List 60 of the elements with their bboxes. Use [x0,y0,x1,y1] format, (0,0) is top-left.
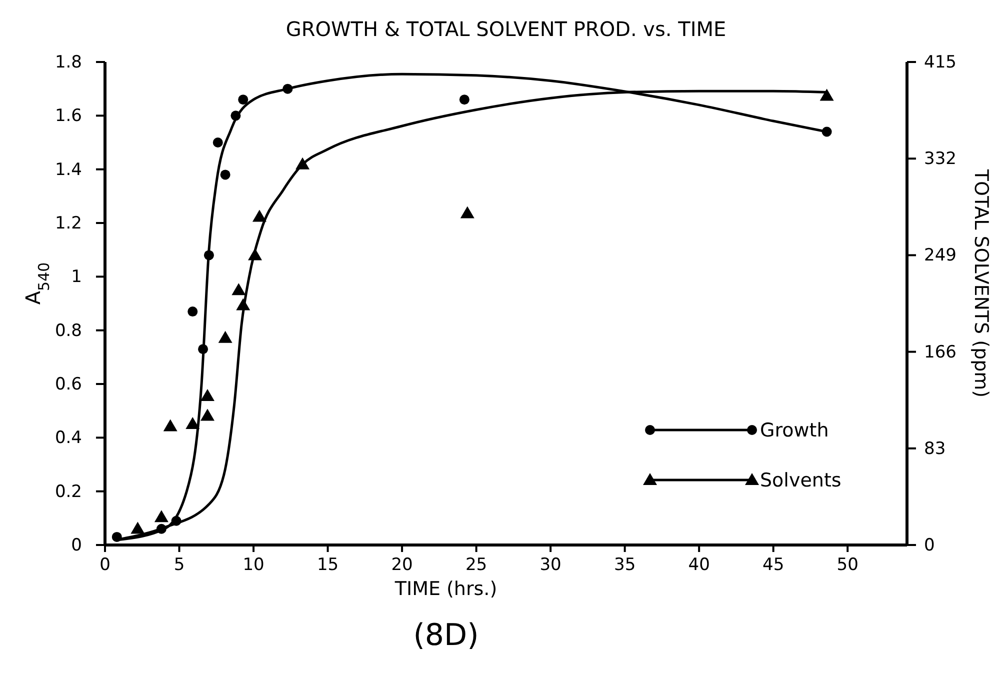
y2-axis-title: TOTAL SOLVENTS (ppm) [970,168,992,398]
point [460,206,474,218]
point [204,250,214,260]
y2-tick-label: 83 [924,438,946,459]
point [212,138,223,148]
point [200,408,214,421]
point [236,298,250,310]
y2-tick-label: 415 [924,52,956,72]
x-tick-label: 5 [174,555,185,576]
point [820,88,834,101]
x-tick-label: 25 [465,555,488,576]
point [248,248,262,260]
y2-tick-label: 166 [924,342,956,362]
point [198,344,208,354]
point [171,516,182,526]
y-tick-label: 0.2 [54,482,82,502]
point [186,416,200,429]
x-tick-label: 10 [242,555,264,576]
y-tick-label: 0.4 [54,428,82,448]
y-tick-label: 1.8 [54,52,82,72]
y2-tick-label: 249 [924,246,956,266]
point [232,283,246,296]
x-tick-label: 30 [540,555,562,576]
y-tick-label: 1 [71,267,82,288]
text: (8D) [413,618,479,653]
point [822,126,832,137]
y-tick-label: 1.6 [54,106,82,126]
legend-label: Solvents [760,470,842,492]
point [459,94,470,105]
legend-label: Growth [760,420,829,442]
point [156,524,166,534]
point [154,510,168,522]
point [252,210,266,222]
point [200,389,214,402]
y-tick-label: 0.6 [54,374,82,394]
point [188,306,198,317]
y2-tick-label: 0 [924,535,935,556]
x-tick-label: 50 [836,555,858,576]
y-tick-label: 1.2 [54,213,82,234]
point [163,419,178,432]
x-tick-label: 45 [762,555,784,576]
x-tick-label: 0 [100,555,110,576]
chart-title: GROWTH & TOTAL SOLVENT PROD. vs. TIME [286,17,726,41]
point [220,170,230,180]
point [238,94,248,105]
point [112,532,122,542]
x-tick-label: 35 [614,555,636,576]
x-tick-label: 40 [688,555,710,576]
point [218,330,232,343]
y-tick-label: 1.4 [54,160,82,180]
y-tick-label: 0.8 [54,320,82,341]
x-tick-label: 15 [316,555,339,576]
x-axis-title: TIME (hrs.) [394,578,498,600]
point [282,84,293,94]
point [230,110,241,121]
point [130,522,145,534]
y-tick-label: 0 [71,535,82,556]
y2-tick-label: 332 [924,149,956,170]
point [296,157,310,170]
x-tick-label: 20 [391,555,413,576]
